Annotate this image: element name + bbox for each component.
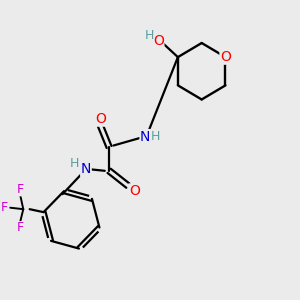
- Text: O: O: [95, 112, 106, 126]
- Text: H: H: [145, 29, 154, 42]
- Text: O: O: [129, 184, 140, 198]
- Text: H: H: [70, 158, 79, 170]
- Text: O: O: [154, 34, 164, 48]
- Text: O: O: [220, 50, 231, 64]
- Text: N: N: [81, 162, 91, 176]
- Text: H: H: [151, 130, 160, 142]
- Text: N: N: [140, 130, 151, 144]
- Text: F: F: [17, 183, 24, 196]
- Text: F: F: [0, 201, 8, 214]
- Text: F: F: [17, 221, 24, 234]
